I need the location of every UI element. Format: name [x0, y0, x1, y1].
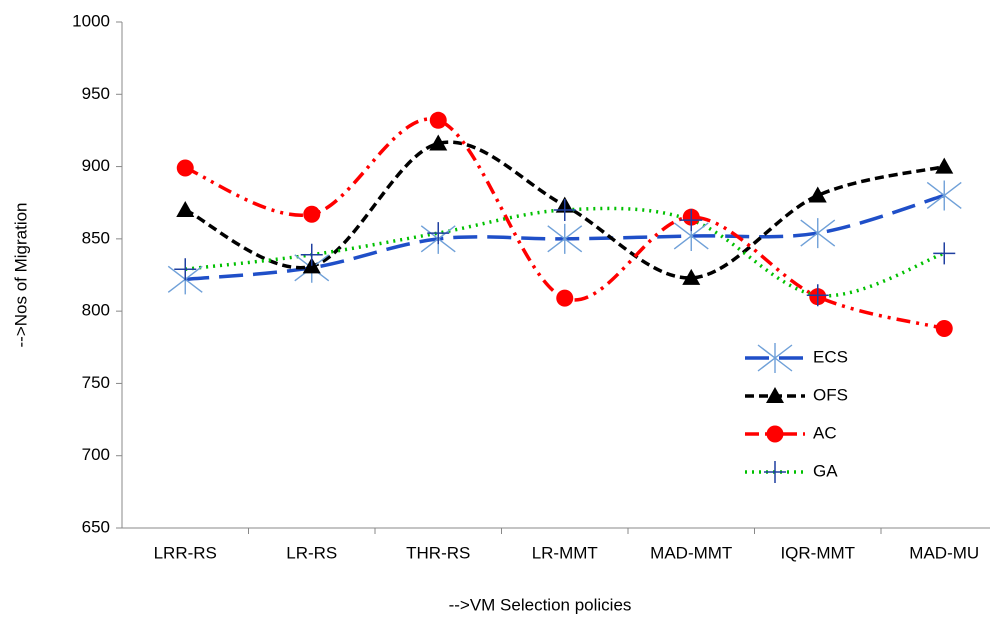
marker-shape: [547, 223, 583, 254]
y-tick-label: 1000: [72, 11, 110, 30]
x-tick-label: IQR-MMT: [780, 543, 855, 562]
marker-shape: [766, 387, 784, 403]
marker: [800, 218, 836, 249]
marker-shape: [766, 425, 784, 443]
marker-shape: [926, 180, 962, 211]
marker: [766, 425, 784, 443]
marker-shape: [757, 343, 793, 373]
x-tick-label: LRR-RS: [154, 543, 217, 562]
marker: [680, 209, 703, 232]
marker-shape: [300, 243, 323, 266]
marker: [429, 111, 447, 129]
marker: [764, 461, 786, 483]
y-tick-label: 700: [82, 445, 110, 464]
marker: [553, 198, 576, 221]
y-tick-label: 900: [82, 156, 110, 175]
legend-label: AC: [813, 423, 837, 442]
marker-shape: [680, 209, 703, 232]
x-tick-label: MAD-MU: [909, 543, 979, 562]
marker-shape: [764, 461, 786, 483]
marker-shape: [429, 134, 448, 151]
marker-shape: [682, 268, 701, 285]
marker-shape: [303, 205, 321, 223]
marker: [766, 387, 784, 403]
marker: [547, 223, 583, 254]
marker: [682, 268, 701, 285]
marker-shape: [174, 258, 197, 281]
marker: [933, 242, 956, 265]
y-tick-label: 650: [82, 517, 110, 536]
x-tick-label: LR-RS: [286, 543, 337, 562]
marker: [556, 289, 574, 307]
marker: [935, 157, 954, 174]
marker-shape: [806, 284, 829, 307]
marker: [926, 180, 962, 211]
marker: [174, 258, 197, 281]
marker: [176, 200, 195, 217]
marker-shape: [935, 157, 954, 174]
marker-shape: [800, 218, 836, 249]
marker: [429, 134, 448, 151]
marker-shape: [176, 200, 195, 217]
marker-shape: [808, 186, 827, 203]
y-tick-label: 950: [82, 84, 110, 103]
marker: [808, 186, 827, 203]
x-tick-label: MAD-MMT: [650, 543, 732, 562]
marker: [806, 284, 829, 307]
y-tick-label: 750: [82, 373, 110, 392]
legend-label: ECS: [813, 347, 848, 366]
x-tick-label: THR-RS: [406, 543, 470, 562]
marker: [176, 159, 194, 177]
legend-label: GA: [813, 461, 838, 480]
x-tick-label: LR-MMT: [532, 543, 598, 562]
marker: [757, 343, 793, 373]
marker: [303, 205, 321, 223]
marker-shape: [176, 159, 194, 177]
marker-shape: [556, 289, 574, 307]
y-tick-label: 800: [82, 301, 110, 320]
marker-shape: [935, 319, 953, 337]
y-tick-label: 850: [82, 228, 110, 247]
x-axis-title: -->VM Selection policies: [449, 595, 632, 614]
y-axis-title: -->Nos of Migration: [11, 202, 30, 347]
marker-shape: [933, 242, 956, 265]
legend-label: OFS: [813, 385, 848, 404]
marker: [427, 222, 450, 245]
marker: [935, 319, 953, 337]
marker-shape: [429, 111, 447, 129]
marker: [300, 243, 323, 266]
marker-shape: [427, 222, 450, 245]
marker-shape: [553, 198, 576, 221]
